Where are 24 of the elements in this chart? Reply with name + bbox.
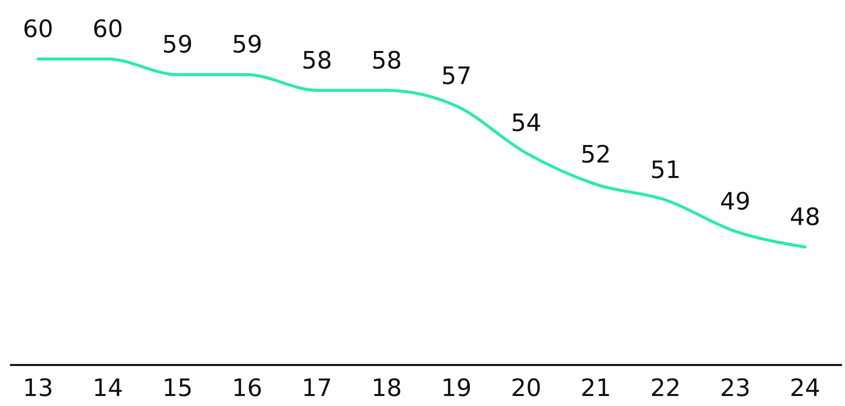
data-label: 60	[22, 15, 54, 43]
x-tick-label: 17	[302, 374, 332, 402]
data-label: 54	[510, 109, 542, 137]
x-tick-label: 20	[510, 374, 542, 402]
data-label: 59	[162, 30, 193, 59]
x-tick-label: 22	[650, 374, 681, 402]
data-label: 49	[720, 187, 751, 216]
x-tick-label: 21	[580, 374, 612, 402]
data-label: 57	[441, 62, 472, 90]
data-label: 51	[650, 156, 681, 184]
data-label: 58	[302, 46, 332, 74]
data-label: 48	[790, 203, 820, 231]
x-tick-label: 16	[232, 374, 262, 402]
data-label: 59	[232, 30, 262, 59]
x-tick-label: 23	[720, 374, 751, 402]
x-tick-label: 18	[371, 374, 402, 402]
data-label: 52	[580, 140, 612, 168]
x-tick-label: 24	[790, 374, 820, 402]
x-tick-label: 19	[441, 374, 472, 402]
data-label: 60	[92, 15, 123, 43]
x-tick-label: 14	[92, 374, 123, 402]
x-tick-label: 15	[162, 374, 193, 402]
x-tick-label: 13	[22, 374, 54, 402]
data-label: 58	[371, 46, 402, 74]
